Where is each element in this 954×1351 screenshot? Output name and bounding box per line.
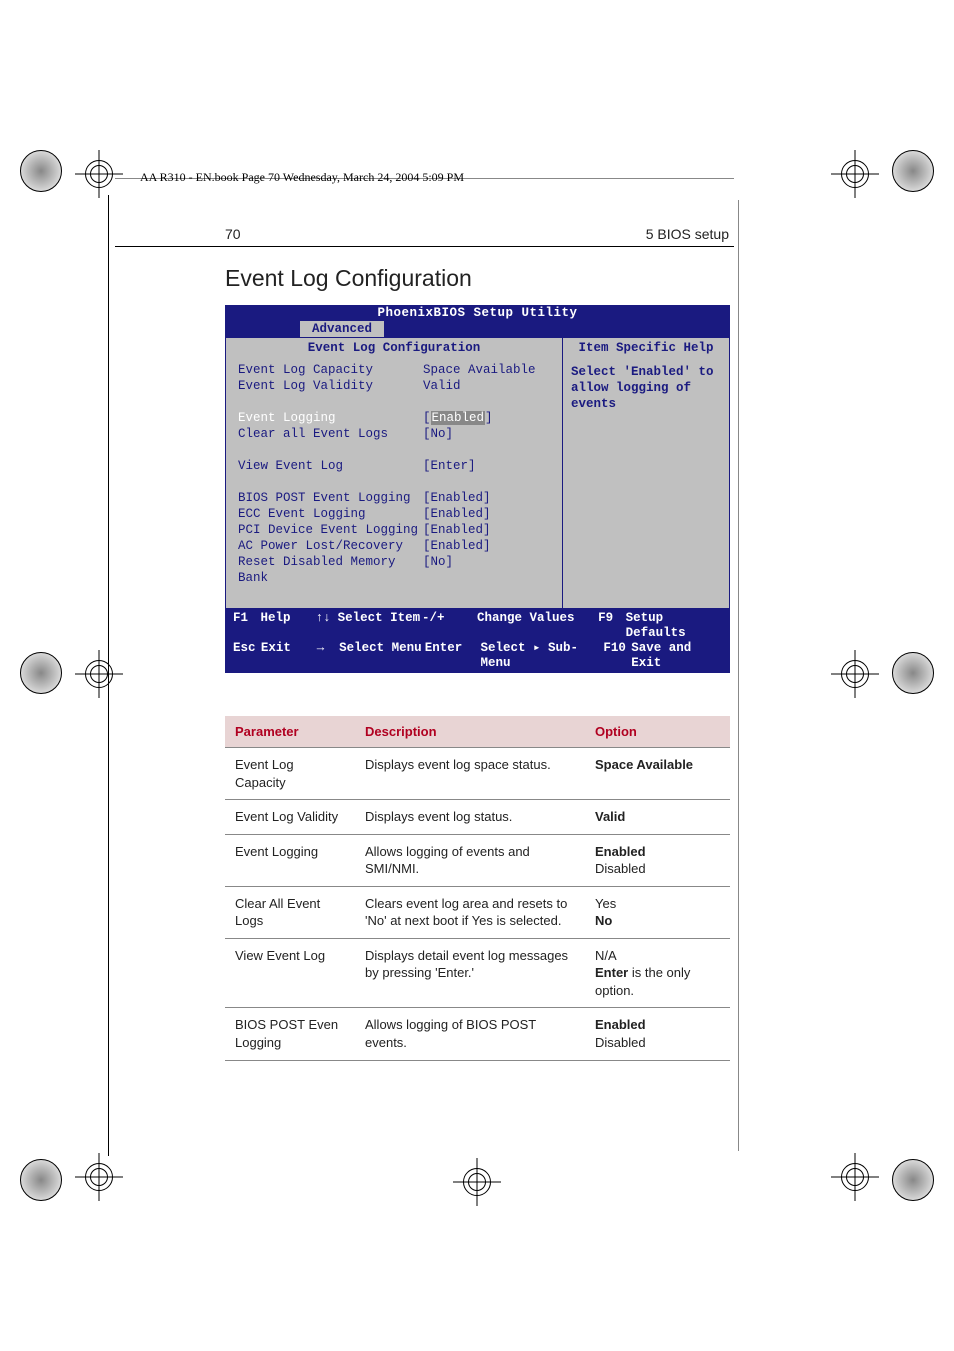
bios-row-label: AC Power Lost/Recovery [238,538,423,554]
bios-footer: F1 Help ↑↓ Select Item -/+ Change Values… [225,609,730,673]
col-description: Description [355,716,585,748]
col-parameter: Parameter [225,716,355,748]
bios-faction: Save and Exit [631,641,722,671]
page-header: 70 5 BIOS setup [225,226,729,242]
bios-help-text: Select 'Enabled' to allow logging of eve… [563,358,729,418]
col-option: Option [585,716,730,748]
bios-right-title: Item Specific Help [563,338,729,358]
bios-faction: Setup Defaults [626,611,722,641]
bios-row-val: Valid [423,378,461,394]
cell-parameter: Event Log Validity [225,800,355,835]
bios-fkey: ↑↓ [316,611,338,641]
bios-left-title: Event Log Configuration [226,338,562,358]
bios-fkey: -/+ [422,611,477,641]
section-title: Event Log Configuration [225,265,472,292]
chapter-title: 5 BIOS setup [646,226,729,242]
bios-row-val: [Enter] [423,458,476,474]
cell-description: Displays detail event log messages by pr… [355,938,585,1008]
cell-option: N/AEnter is the only option. [585,938,730,1008]
bios-faction: Select Menu [339,641,425,671]
crop-circle-ml [20,652,62,694]
page-header-rule [115,246,734,247]
bios-faction: Select ▸ Sub-Menu [481,641,604,671]
bios-row-val: Space Available [423,362,536,378]
cell-option: Space Available [585,748,730,800]
table-row: View Event LogDisplays detail event log … [225,938,730,1008]
bios-row-val: [Enabled] [423,538,491,554]
parameter-table: Parameter Description Option Event Log C… [225,716,730,1061]
crop-line-right [738,200,739,1151]
cell-parameter: Event Logging [225,834,355,886]
bios-tabbar: Advanced [225,321,730,337]
bios-help-line: Select 'Enabled' to [571,364,721,380]
bios-screenshot: PhoenixBIOS Setup Utility Advanced Event… [225,305,730,673]
bios-row-label: BIOS POST Event Logging [238,490,423,506]
table-row: BIOS POST Even LoggingAllows logging of … [225,1008,730,1060]
cell-description: Allows logging of events and SMI/NMI. [355,834,585,886]
bios-row-label-selected: Event Logging [238,410,423,426]
bios-row-val: [Enabled] [423,490,491,506]
crop-target-br [841,1163,869,1191]
bios-right-panel: Item Specific Help Select 'Enabled' to a… [562,337,730,609]
bios-row-val: [No] [423,554,453,586]
bios-faction: Select Item [338,611,422,641]
cell-description: Displays event log status. [355,800,585,835]
bios-tab-advanced: Advanced [300,321,384,337]
bios-title: PhoenixBIOS Setup Utility [225,305,730,321]
bios-row-label: PCI Device Event Logging [238,522,423,538]
bios-row-label: Reset Disabled Memory Bank [238,554,423,586]
bios-row-label: Clear all Event Logs [238,426,423,442]
bios-row-label: ECC Event Logging [238,506,423,522]
cell-description: Clears event log area and resets to 'No'… [355,886,585,938]
cell-option: Valid [585,800,730,835]
table-header-row: Parameter Description Option [225,716,730,748]
page-number: 70 [225,226,241,242]
table-row: Event Log CapacityDisplays event log spa… [225,748,730,800]
table-row: Event LoggingAllows logging of events an… [225,834,730,886]
cell-parameter: Clear All Event Logs [225,886,355,938]
bios-fkey: F1 [233,611,261,641]
bios-row-val: [No] [423,426,453,442]
cell-description: Displays event log space status. [355,748,585,800]
crop-circle-br [892,1159,934,1201]
cell-option: EnabledDisabled [585,1008,730,1060]
table-row: Clear All Event LogsClears event log are… [225,886,730,938]
book-header: AA R310 - EN.book Page 70 Wednesday, Mar… [140,170,464,185]
cell-parameter: Event Log Capacity [225,748,355,800]
bios-row-label: Event Log Validity [238,378,423,394]
cell-description: Allows logging of BIOS POST events. [355,1008,585,1060]
crop-line-left [108,195,109,1156]
bios-fkey: → [317,641,339,671]
crop-target-tl [85,160,113,188]
bios-faction: Exit [261,641,317,671]
bios-fkey: F10 [603,641,631,671]
crop-target-bc [463,1168,491,1196]
cell-option: EnabledDisabled [585,834,730,886]
bios-row-label: Event Log Capacity [238,362,423,378]
cell-parameter: BIOS POST Even Logging [225,1008,355,1060]
crop-target-tr [841,160,869,188]
bios-fkey: Enter [425,641,481,671]
bios-faction: Change Values [477,611,598,641]
crop-target-mr [841,660,869,688]
cell-parameter: View Event Log [225,938,355,1008]
cell-option: YesNo [585,886,730,938]
bios-row-val-selected: [Enabled] [423,410,493,426]
bios-row-val: [Enabled] [423,506,491,522]
bios-row-label: View Event Log [238,458,423,474]
bios-faction: Help [261,611,316,641]
bios-help-line: allow logging of events [571,380,721,412]
crop-circle-bl [20,1159,62,1201]
crop-circle-mr [892,652,934,694]
crop-target-bl [85,1163,113,1191]
crop-circle-tl [20,150,62,192]
bios-row-val: [Enabled] [423,522,491,538]
table-row: Event Log ValidityDisplays event log sta… [225,800,730,835]
bios-left-panel: Event Log Configuration Event Log Capaci… [225,337,562,609]
crop-circle-tr [892,150,934,192]
bios-fkey: Esc [233,641,261,671]
bios-fkey: F9 [598,611,626,641]
